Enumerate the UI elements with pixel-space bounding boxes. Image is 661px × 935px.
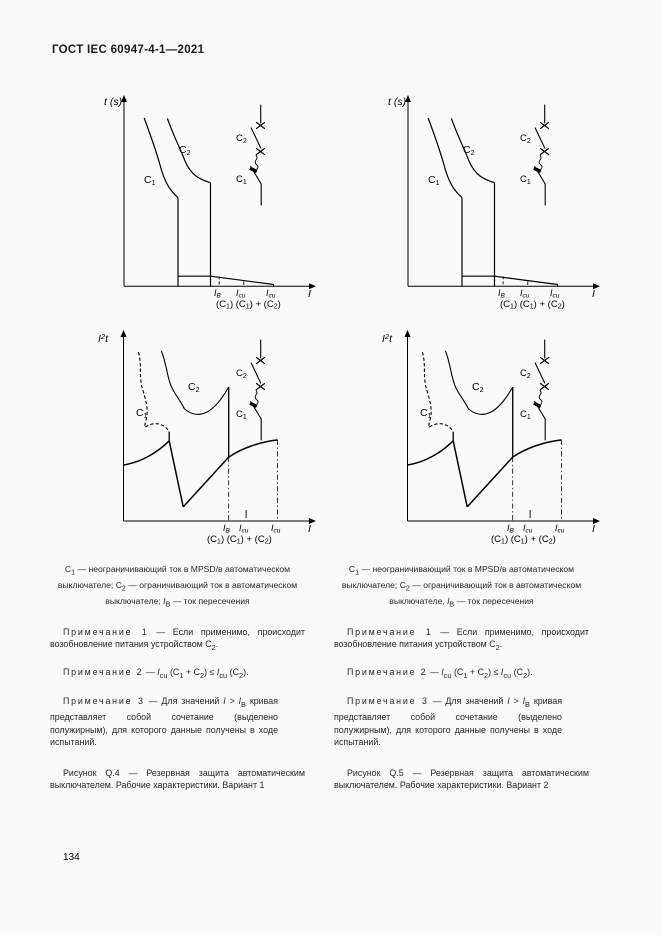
svg-text:C2: C2 xyxy=(236,368,247,380)
svg-text:C2: C2 xyxy=(520,368,531,380)
svg-text:C1: C1 xyxy=(136,407,148,420)
svg-text:Icu: Icu xyxy=(271,523,281,535)
svg-text:C2: C2 xyxy=(463,144,475,157)
svg-text:Icu: Icu xyxy=(236,288,246,300)
svg-text:C1: C1 xyxy=(236,174,247,186)
svg-text:I2t: I2t xyxy=(98,332,109,345)
svg-text:(C1) (C1) + (C2): (C1) (C1) + (C2) xyxy=(500,299,565,311)
svg-text:Icu: Icu xyxy=(239,523,249,535)
svg-text:IB: IB xyxy=(223,523,231,535)
svg-text:(C1) (C1) + (C2): (C1) (C1) + (C2) xyxy=(207,534,272,546)
svg-text:I2t: I2t xyxy=(382,332,393,345)
svg-text:C1: C1 xyxy=(420,407,432,420)
svg-text:(C1) (C1) + (C2): (C1) (C1) + (C2) xyxy=(216,299,281,311)
svg-text:t (s): t (s) xyxy=(388,96,406,108)
svg-text:C1: C1 xyxy=(520,174,531,186)
svg-text:Icu: Icu xyxy=(520,288,530,300)
svg-text:C1: C1 xyxy=(236,409,247,421)
svg-text:C2: C2 xyxy=(188,381,200,394)
svg-text:C1: C1 xyxy=(428,174,440,187)
svg-text:C2: C2 xyxy=(179,144,191,157)
svg-text:C2: C2 xyxy=(236,133,247,145)
svg-text:I: I xyxy=(592,523,595,535)
svg-text:Icu: Icu xyxy=(550,288,560,300)
svg-text:IB: IB xyxy=(214,288,222,300)
svg-text:IB: IB xyxy=(507,523,515,535)
svg-text:Icu: Icu xyxy=(266,288,276,300)
svg-text:I: I xyxy=(592,288,595,300)
svg-text:C1: C1 xyxy=(520,409,531,421)
svg-text:C2: C2 xyxy=(520,133,531,145)
svg-text:Icu: Icu xyxy=(555,523,565,535)
svg-text:Icu: Icu xyxy=(523,523,533,535)
svg-text:C2: C2 xyxy=(472,381,484,394)
svg-text:(C1) (C1) + (C2): (C1) (C1) + (C2) xyxy=(491,534,556,546)
svg-text:I: I xyxy=(308,523,311,535)
svg-text:t (s): t (s) xyxy=(104,96,122,108)
svg-text:I: I xyxy=(308,288,311,300)
svg-text:C1: C1 xyxy=(144,174,156,187)
svg-text:IB: IB xyxy=(498,288,506,300)
